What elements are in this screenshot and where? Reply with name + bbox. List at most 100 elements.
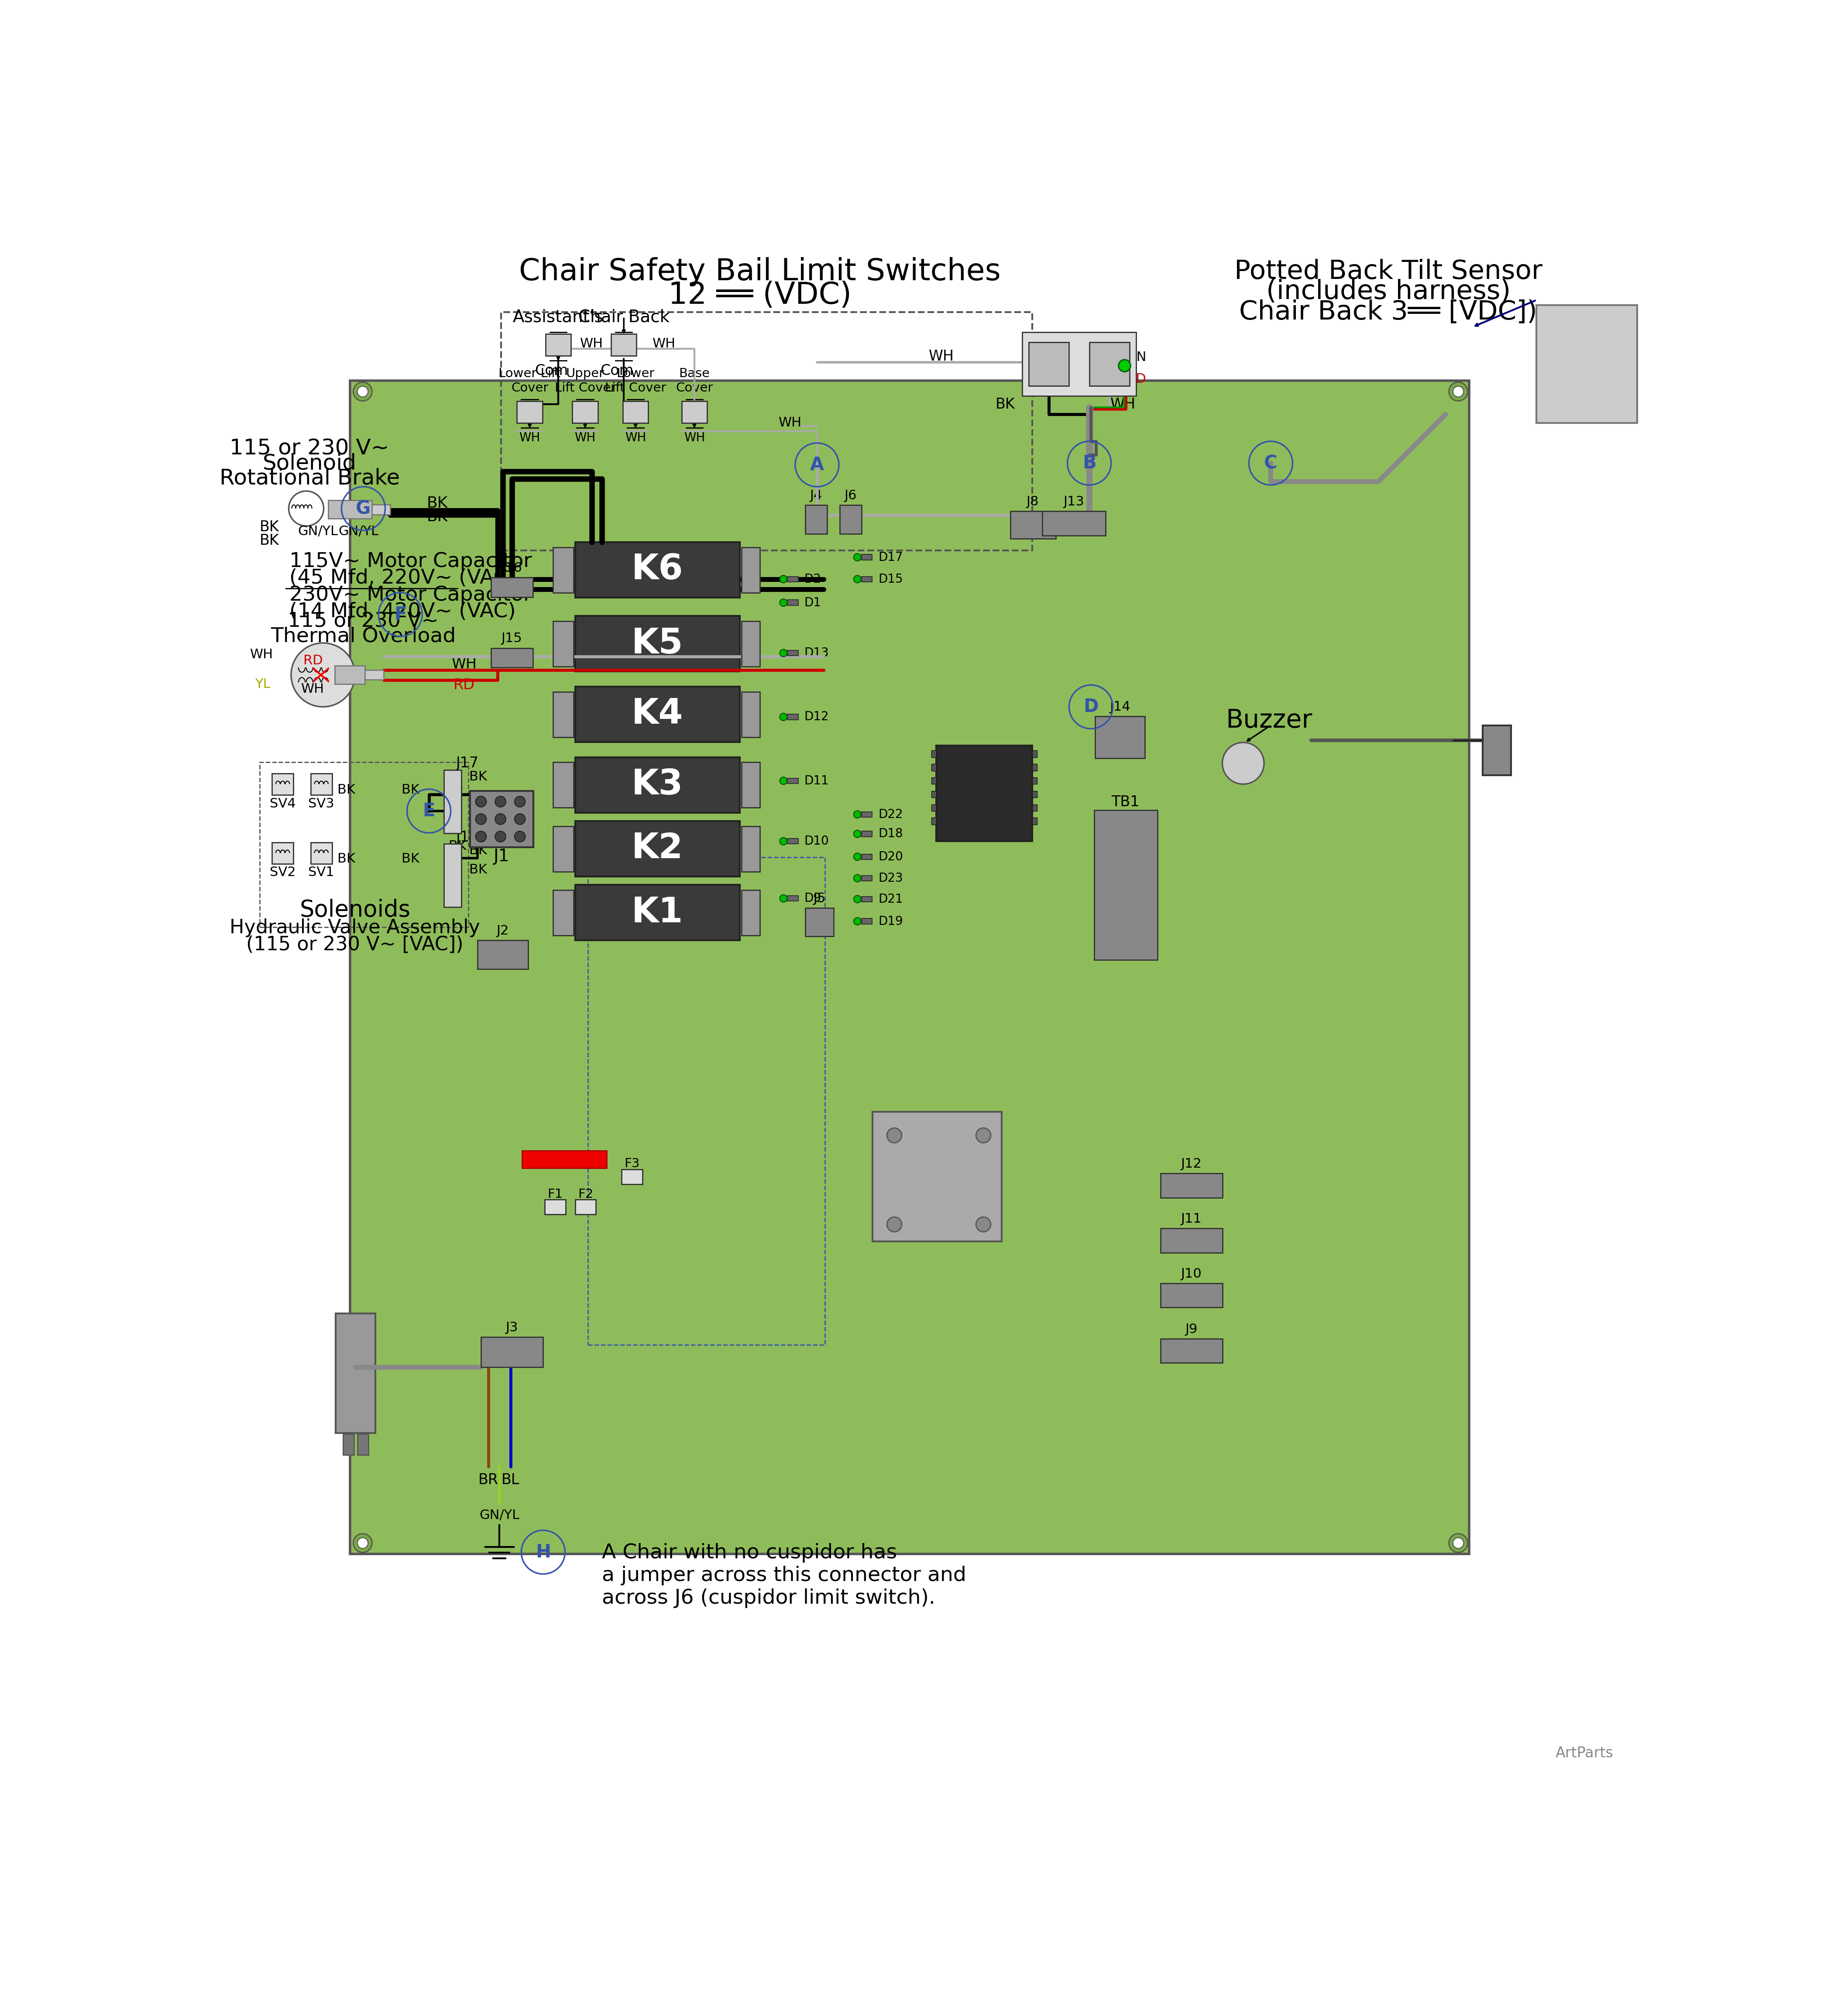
Circle shape [854, 917, 861, 925]
Bar [1033, 791, 1037, 797]
Bar [787, 897, 798, 901]
Circle shape [780, 599, 787, 607]
Text: J5: J5 [813, 893, 826, 905]
Text: (14 Mfd, 420V~ (VAC): (14 Mfd, 420V~ (VAC) [290, 601, 516, 621]
Text: WH: WH [575, 431, 595, 443]
Text: Upper
Lift Cover: Upper Lift Cover [554, 367, 615, 393]
Bar [575, 757, 739, 813]
Bar [575, 617, 739, 671]
Bar [492, 577, 532, 597]
Bar [1161, 1338, 1223, 1362]
Bar [787, 599, 798, 605]
Text: T1: T1 [926, 1168, 950, 1186]
Circle shape [357, 385, 368, 397]
Circle shape [475, 797, 486, 807]
Text: E: E [423, 803, 434, 821]
Bar [517, 401, 543, 423]
Circle shape [780, 713, 787, 721]
Bar [1161, 1284, 1223, 1308]
Bar [931, 791, 937, 797]
Text: GN/YL: GN/YL [338, 525, 379, 537]
Bar [861, 897, 872, 903]
Text: BK: BK [469, 771, 488, 783]
Bar [1161, 1228, 1223, 1252]
Text: J16: J16 [501, 561, 523, 575]
Text: ArtParts: ArtParts [1556, 1745, 1613, 1761]
Circle shape [292, 643, 355, 707]
Text: Com: Com [534, 363, 567, 377]
Text: BK: BK [449, 841, 466, 853]
Text: J9: J9 [1185, 1322, 1198, 1336]
Text: BK: BK [338, 783, 355, 797]
Text: F1: F1 [547, 1188, 564, 1200]
Text: J1: J1 [493, 849, 510, 865]
Bar [861, 831, 872, 837]
Text: Lower
Lift Cover: Lower Lift Cover [604, 367, 665, 393]
Bar [545, 333, 571, 355]
Text: A Chair with no cuspidor has
a jumper across this connector and
across J6 (cuspi: A Chair with no cuspidor has a jumper ac… [602, 1544, 967, 1608]
Bar [261, 763, 468, 927]
Text: 115 or 230 V~: 115 or 230 V~ [229, 437, 390, 459]
Bar [861, 875, 872, 881]
Text: D1: D1 [804, 597, 821, 609]
Bar [469, 791, 534, 847]
Text: Base
Cover: Base Cover [676, 367, 713, 393]
Text: Chair Back 3══ [VDC]): Chair Back 3══ [VDC]) [1240, 300, 1538, 326]
Text: (includes harness): (includes harness) [1266, 280, 1510, 306]
Bar [741, 691, 760, 737]
Text: C: C [1264, 453, 1277, 473]
Text: B: B [1083, 453, 1096, 473]
Text: Buzzer: Buzzer [1225, 707, 1312, 733]
Bar [787, 715, 798, 719]
Text: RD: RD [1127, 373, 1146, 385]
Bar [501, 312, 1033, 551]
Bar [1033, 765, 1037, 771]
Bar [444, 771, 462, 833]
Bar [937, 745, 1033, 841]
Bar [787, 779, 798, 783]
Circle shape [495, 831, 506, 843]
Circle shape [780, 837, 787, 845]
Bar [575, 885, 739, 941]
Bar [1033, 777, 1037, 785]
Text: A: A [809, 455, 824, 473]
Text: TB1: TB1 [1111, 795, 1140, 809]
Text: SV4: SV4 [270, 797, 296, 811]
Text: J18: J18 [456, 831, 479, 845]
Bar [931, 817, 937, 825]
Bar [336, 1314, 375, 1432]
Circle shape [1449, 381, 1467, 401]
Bar [682, 401, 708, 423]
Text: WH: WH [1111, 397, 1135, 411]
Circle shape [514, 797, 525, 807]
Bar [806, 505, 828, 533]
Circle shape [854, 853, 861, 861]
Bar [1536, 306, 1637, 423]
Text: Potted Back Tilt Sensor: Potted Back Tilt Sensor [1234, 260, 1543, 284]
Text: F: F [394, 605, 407, 623]
Text: D9: D9 [804, 893, 821, 905]
Circle shape [854, 831, 861, 837]
Text: RD: RD [453, 677, 475, 693]
Text: SV3: SV3 [309, 797, 334, 811]
Circle shape [780, 895, 787, 903]
Bar [272, 843, 294, 865]
Bar [553, 891, 573, 935]
Bar [623, 401, 649, 423]
Circle shape [854, 875, 861, 883]
Bar [1033, 751, 1037, 757]
Text: H: H [536, 1544, 551, 1562]
Text: WH: WH [684, 431, 704, 443]
Bar [861, 555, 872, 559]
Text: Solenoids: Solenoids [299, 899, 410, 921]
Bar [575, 541, 739, 597]
Bar [741, 891, 760, 935]
Text: Com: Com [601, 363, 634, 377]
Text: GN/YL: GN/YL [298, 525, 338, 537]
Text: WH: WH [249, 649, 274, 661]
Bar [588, 857, 824, 1344]
Text: BK: BK [996, 397, 1015, 411]
Text: BK: BK [427, 495, 447, 511]
Bar [310, 773, 333, 795]
Circle shape [495, 813, 506, 825]
